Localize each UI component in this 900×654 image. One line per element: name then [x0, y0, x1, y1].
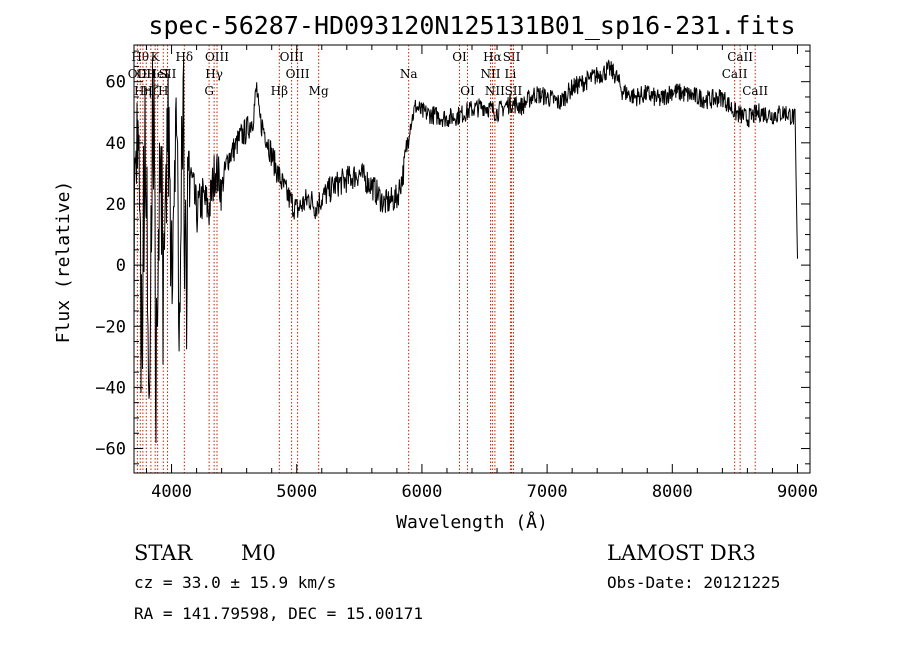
line-marker-label-13: Hβ [271, 84, 288, 98]
y-tick-label-6: 60 [106, 73, 126, 93]
spectrum-series [133, 57, 798, 443]
object-subclass: M0 [241, 541, 276, 565]
line-marker-label-16: Mg [309, 84, 329, 98]
line-marker-label-20: NII [481, 67, 501, 81]
line-marker-label-15: OIII [286, 67, 310, 81]
line-marker-label-10: G [204, 84, 214, 98]
coordinates: RA = 141.79598, DEC = 15.00171 [134, 604, 423, 623]
line-marker-label-18: OI [452, 50, 467, 64]
line-marker-label-24: SII [503, 50, 521, 64]
y-axis-label: Flux (relative) [53, 181, 74, 344]
line-marker-label-5: K [151, 50, 161, 64]
line-marker-label-25: SII [505, 84, 523, 98]
y-tick-label-3: 0 [116, 256, 126, 276]
line-marker-label-23: Li [505, 67, 517, 81]
obs-date: Obs-Date: 20121225 [607, 573, 780, 592]
x-tick-label-1: 5000 [276, 482, 317, 502]
object-class: STAR [134, 541, 193, 565]
x-axis-label: Wavelength (Å) [396, 511, 548, 533]
line-marker-label-12: OIII [205, 50, 229, 64]
y-tick-label-2: −20 [95, 317, 126, 337]
x-tick-label-3: 7000 [527, 482, 568, 502]
x-tick-label-0: 4000 [151, 482, 192, 502]
line-marker-label-22: NII [485, 84, 505, 98]
chart-title: spec-56287-HD093120N125131B01_sp16-231.f… [148, 11, 795, 40]
redshift-readout: cz = 33.0 ± 15.9 km/s [134, 573, 336, 592]
y-tick-label-1: −40 [95, 378, 126, 398]
line-marker-label-2: Hη [134, 84, 152, 98]
line-marker-label-19: OI [460, 84, 475, 98]
line-marker-label-14: OIII [280, 50, 304, 64]
spectrum-line [133, 57, 798, 443]
x-tick-label-4: 8000 [652, 482, 693, 502]
line-marker-label-27: CaII [727, 50, 753, 64]
line-marker-label-17: Na [400, 67, 418, 81]
line-marker-label-7: H [158, 84, 168, 98]
line-marker-label-11: Hγ [205, 67, 223, 81]
line-marker-label-1: Hθ [131, 50, 149, 64]
y-tick-label-5: 40 [106, 134, 126, 154]
line-marker-label-21: Hα [483, 50, 502, 64]
y-tick-label-0: −60 [95, 440, 126, 460]
spectral-line-markers: OIIHθHηOIIHζKHeIHSIIHδGHγOIIIHβOIIIOIIIM… [128, 45, 768, 473]
plot-axes: 4000 5000 6000 7000 8000 9000 −60 −40 −20 0 20 40 60 [95, 44, 818, 502]
x-tick-label-2: 6000 [401, 482, 442, 502]
line-marker-label-26: CaII [722, 67, 748, 81]
y-tick-label-4: 20 [106, 195, 126, 215]
survey-name: LAMOST DR3 [607, 541, 756, 565]
x-tick-label-5: 9000 [777, 482, 818, 502]
line-marker-label-28: CaII [742, 84, 768, 98]
line-marker-label-9: Hδ [175, 50, 193, 64]
line-marker-label-8: SII [159, 67, 177, 81]
